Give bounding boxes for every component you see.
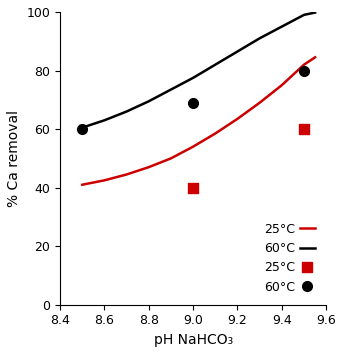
Point xyxy=(301,126,307,132)
Point xyxy=(80,126,85,132)
Legend: 25°C, 60°C, 25°C, 60°C: 25°C, 60°C, 25°C, 60°C xyxy=(259,218,320,298)
X-axis label: pH NaHCO₃: pH NaHCO₃ xyxy=(154,333,233,347)
Point xyxy=(301,68,307,73)
Y-axis label: % Ca removal: % Ca removal xyxy=(7,110,21,207)
Point xyxy=(190,100,196,105)
Point xyxy=(190,185,196,190)
